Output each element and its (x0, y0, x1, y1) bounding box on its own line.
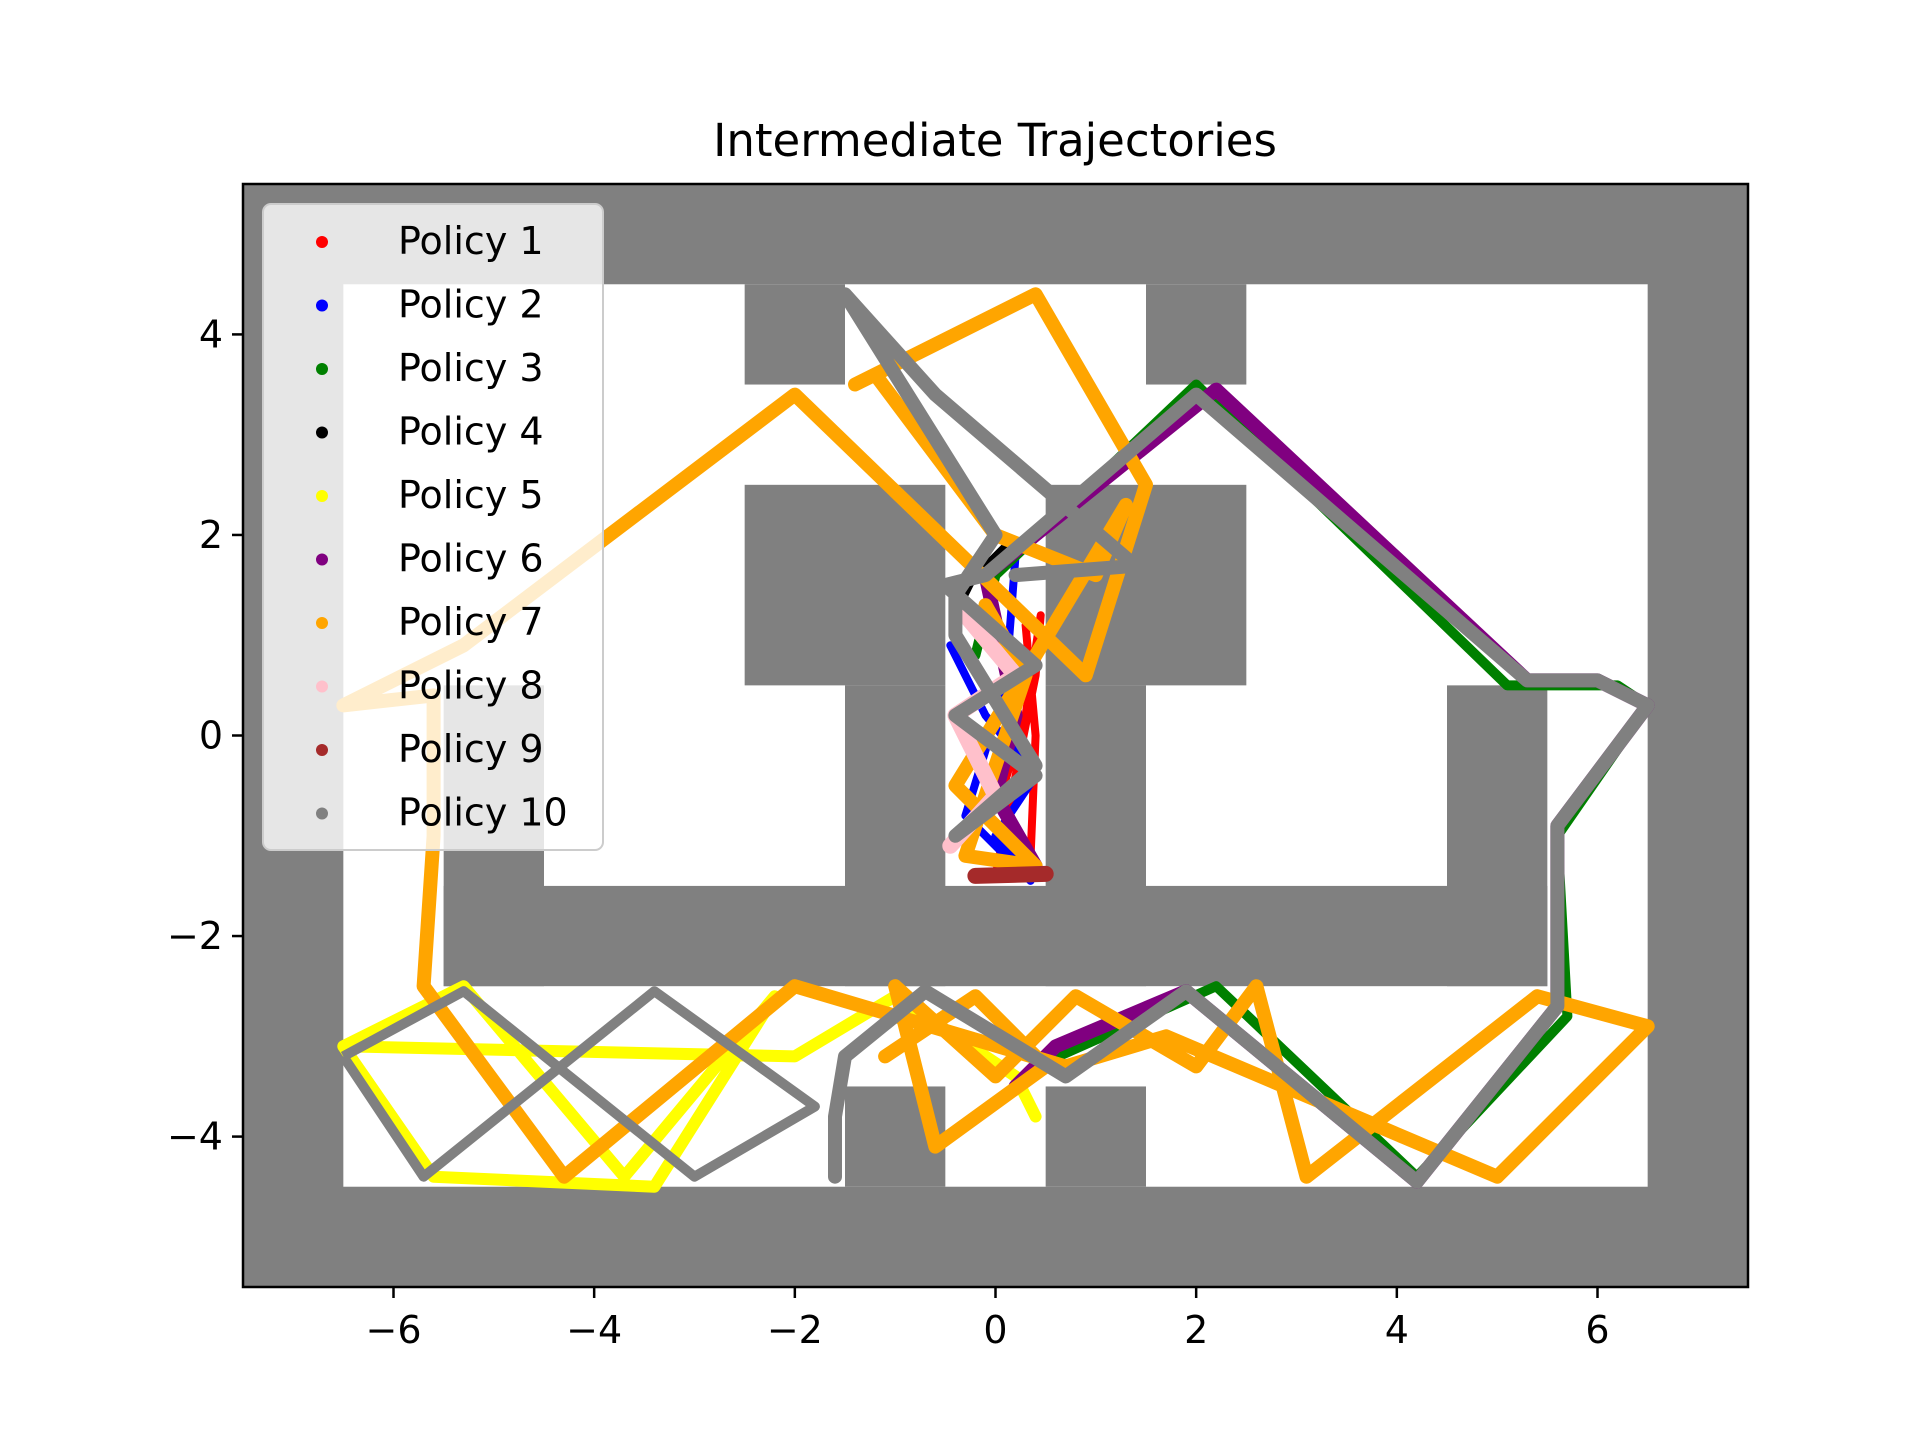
axes: −6 −4 −2 0 2 4 6 −4 −2 0 2 4 (167, 182, 1750, 1352)
y-tick-label: −2 (167, 914, 223, 958)
legend-marker (316, 236, 328, 248)
x-tick-label: −4 (566, 1308, 622, 1352)
legend-marker (316, 744, 328, 756)
obstacle-block (744, 284, 845, 385)
x-tick-label: 2 (1184, 1308, 1208, 1352)
y-tick-label: 0 (199, 714, 223, 758)
x-tick-label: 6 (1585, 1308, 1609, 1352)
legend-marker (316, 680, 328, 693)
legend-label: Policy 6 (398, 537, 544, 581)
legend-label: Policy 7 (398, 600, 544, 644)
y-tick-label: 4 (199, 312, 223, 356)
legend-label: Policy 9 (398, 727, 544, 771)
trajectory-policy-10-segment (339, 986, 820, 1182)
obstacle-block (1045, 1086, 1146, 1187)
legend-marker (316, 807, 328, 820)
legend-marker (316, 299, 328, 312)
legend-label: Policy 8 (398, 664, 544, 708)
legend-box (262, 203, 604, 851)
legend-label: Policy 4 (398, 410, 544, 454)
y-tick-label: 2 (199, 513, 223, 557)
legend-marker (316, 363, 328, 375)
trajectory-policy-10 (828, 287, 1655, 1189)
x-tick-label: 0 (983, 1308, 1007, 1352)
legend: Policy 1 Policy 2 Policy 3 Policy 4 Policy 5… (262, 203, 604, 851)
legend-marker (316, 426, 328, 439)
legend-label: Policy 2 (398, 283, 544, 327)
trajectory-policy-9 (967, 865, 1054, 884)
x-tick-label: −6 (365, 1308, 421, 1352)
obstacle-block (1146, 284, 1247, 385)
y-tick-label: −4 (167, 1115, 223, 1159)
obstacle-block (744, 484, 946, 686)
x-tick-label: 4 (1385, 1308, 1409, 1352)
obstacle-block (443, 885, 1548, 987)
chart-title: Intermediate Trajectories (713, 114, 1277, 167)
legend-label: Policy 3 (398, 346, 544, 390)
legend-label: Policy 1 (398, 219, 544, 263)
legend-marker (316, 617, 328, 629)
x-tick-label: −2 (767, 1308, 823, 1352)
legend-label: Policy 10 (398, 791, 568, 835)
legend-marker (316, 490, 328, 502)
legend-label: Policy 5 (398, 473, 544, 517)
legend-marker (316, 553, 328, 566)
